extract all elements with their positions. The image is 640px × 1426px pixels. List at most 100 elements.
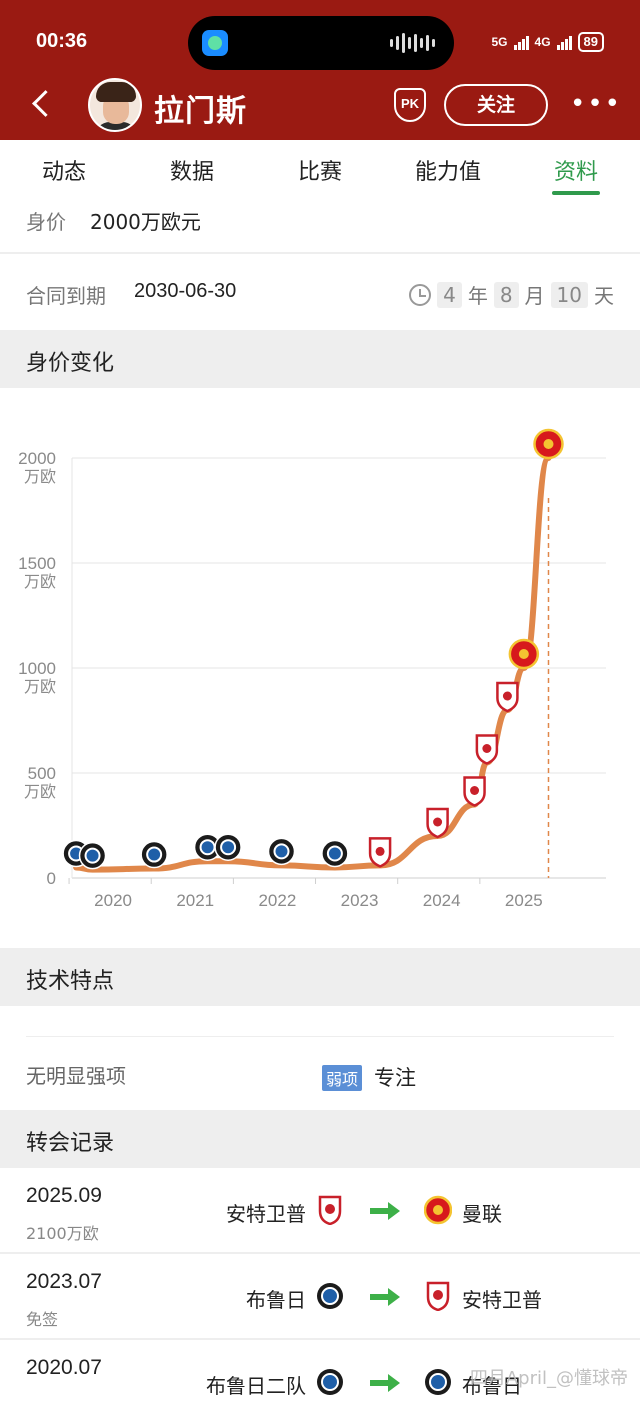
section-title: 技术特点 <box>26 969 115 994</box>
countdown-months-unit: 月 <box>524 284 545 308</box>
bruges-badge-icon <box>317 1283 343 1309</box>
transfer-from-club: 布鲁日二队 <box>206 1374 306 1398</box>
bruges-badge-inner <box>84 847 101 864</box>
network-label-4g: 4G <box>534 35 551 49</box>
transfer-to-club: 曼联 <box>462 1202 502 1226</box>
countdown-months: 8 <box>493 281 519 308</box>
x-tick-label: 2020 <box>94 891 132 910</box>
arrow-right-icon <box>370 1288 400 1306</box>
section-title: 转会记录 <box>26 1131 115 1156</box>
countdown-days-unit: 天 <box>594 284 614 308</box>
clock-icon <box>409 283 432 306</box>
divider <box>26 1036 614 1037</box>
top-bar: 00:36 5G 4G 89 拉门斯 PK 关注 ••• <box>0 0 640 140</box>
signal-icon <box>513 34 529 50</box>
player-name: 拉门斯 <box>154 94 247 129</box>
manutd-badge-inner <box>518 649 529 659</box>
x-tick-label: 2025 <box>505 891 543 910</box>
contract-countdown: 4 年 8 月 10 天 <box>409 280 614 309</box>
transfer-to-club: 安特卫普 <box>462 1288 542 1312</box>
transfer-date: 2023.07 <box>26 1270 102 1293</box>
transfer-to-club: 布鲁日 <box>462 1374 522 1398</box>
transfer-from-club: 安特卫普 <box>226 1202 306 1226</box>
back-arrow-icon[interactable] <box>30 88 54 122</box>
countdown-years-unit: 年 <box>467 284 488 308</box>
countdown-years: 4 <box>437 281 462 308</box>
dynamic-island <box>188 16 454 70</box>
network-label-5g: 5G <box>491 35 508 49</box>
weakness-tag: 弱项 <box>322 1065 363 1091</box>
bruges-badge-icon <box>425 1369 451 1395</box>
x-tick-label: 2022 <box>258 891 296 910</box>
manutd-badge-inner <box>543 439 554 449</box>
countdown-days: 10 <box>550 281 588 308</box>
antwerp-badge-inner <box>502 691 512 701</box>
audio-wave-icon <box>390 32 436 54</box>
x-tick-label: 2024 <box>423 891 461 910</box>
transfer-from-club: 布鲁日 <box>246 1288 306 1312</box>
y-tick-unit: 万欧 <box>24 782 56 801</box>
section-title: 身价变化 <box>26 351 115 376</box>
manutd-badge-icon <box>424 1195 452 1225</box>
antwerp-badge-icon <box>318 1195 342 1225</box>
bruges-badge-icon <box>317 1369 343 1395</box>
market-value: 2000万欧元 <box>90 210 201 234</box>
tab-abilities[interactable]: 能力值 <box>414 160 482 185</box>
arrow-right-icon <box>370 1202 400 1220</box>
bruges-badge-inner <box>326 845 343 862</box>
transfer-row[interactable]: 2025.09 2100万欧 安特卫普 曼联 <box>0 1168 640 1254</box>
y-tick-label: 2000 <box>18 449 56 468</box>
value-line <box>73 455 552 873</box>
antwerp-badge-icon <box>426 1281 450 1311</box>
more-menu-button[interactable]: ••• <box>570 89 623 119</box>
features-block: 无明显强项 弱项 专注 <box>0 1006 640 1110</box>
market-value-row: 身价 2000万欧元 <box>0 196 640 254</box>
y-tick-unit: 万欧 <box>24 467 56 486</box>
watermark: 四月April_@懂球帝 <box>469 1368 628 1389</box>
contract-label: 合同到期 <box>26 284 106 308</box>
tab-news[interactable]: 动态 <box>41 160 87 185</box>
y-tick-label: 1000 <box>18 659 56 678</box>
contract-date: 2030-06-30 <box>134 280 237 302</box>
tab-bar: 动态 数据 比赛 能力值 资料 <box>0 140 640 196</box>
antwerp-badge-inner <box>375 846 385 856</box>
player-avatar <box>88 78 142 132</box>
section-features: 技术特点 <box>0 948 640 1006</box>
contract-row: 合同到期 2030-06-30 4 年 8 月 10 天 <box>0 254 640 330</box>
strength-text: 无明显强项 <box>26 1064 126 1088</box>
bruges-badge-inner <box>199 839 216 856</box>
tab-stats[interactable]: 数据 <box>169 160 215 185</box>
bruges-badge-inner <box>273 843 290 860</box>
status-indicators: 5G 4G 89 <box>491 32 604 52</box>
y-tick-label: 1500 <box>18 554 56 573</box>
y-tick-label: 0 <box>47 869 56 888</box>
section-transfers: 转会记录 <box>0 1110 640 1168</box>
follow-button[interactable]: 关注 <box>444 84 548 126</box>
tab-profile[interactable]: 资料 <box>553 160 599 185</box>
arrow-right-icon <box>370 1374 400 1392</box>
status-time: 00:36 <box>36 30 88 52</box>
transfer-row[interactable]: 2020.07 布鲁日二队 布鲁日 <box>0 1340 640 1426</box>
y-tick-label: 500 <box>28 764 56 783</box>
active-tab-indicator <box>552 191 600 195</box>
transfer-fee: 免签 <box>26 1310 59 1329</box>
market-value-label: 身价 <box>26 210 66 234</box>
pk-button[interactable]: PK <box>394 88 426 122</box>
bruges-badge-inner <box>220 839 237 856</box>
antwerp-badge-inner <box>433 817 443 827</box>
x-tick-label: 2023 <box>341 891 379 910</box>
signal-icon-2 <box>556 34 572 50</box>
x-tick-label: 2021 <box>176 891 214 910</box>
y-tick-unit: 万欧 <box>24 677 56 696</box>
transfer-date: 2020.07 <box>26 1356 102 1379</box>
section-value-history: 身价变化 <box>0 330 640 388</box>
tab-matches[interactable]: 比赛 <box>297 160 343 185</box>
y-tick-unit: 万欧 <box>24 572 56 591</box>
transfer-row[interactable]: 2023.07 免签 布鲁日 安特卫普 <box>0 1254 640 1340</box>
browser-icon[interactable] <box>202 30 228 56</box>
antwerp-badge-inner <box>470 786 480 795</box>
value-chart-container: 0 500 万欧 1000 万欧 1500 万欧 2000 万欧 2020 2021 2022 2023… <box>0 388 640 948</box>
bruges-badge-inner <box>146 846 163 863</box>
transfer-date: 2025.09 <box>26 1184 102 1207</box>
